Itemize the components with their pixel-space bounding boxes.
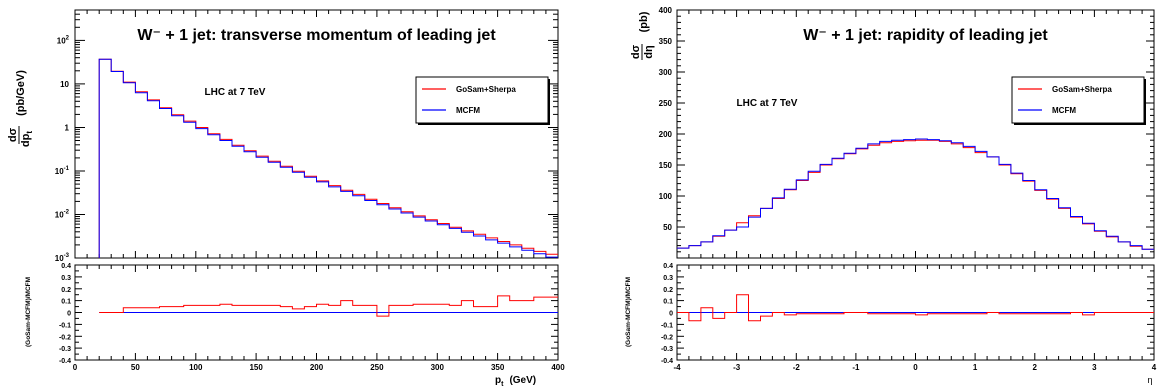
y-tick-label-exp: -1 bbox=[64, 166, 70, 172]
y-tick-label: 10 bbox=[60, 80, 69, 89]
y-tick-label: 10-1 bbox=[55, 166, 70, 176]
y-tick-label-exp: -3 bbox=[64, 253, 70, 259]
y-tick-label: 100 bbox=[659, 192, 673, 201]
legend: GoSam+Sherpa MCFM bbox=[1011, 76, 1146, 125]
ratio-y-tick-label: 0.1 bbox=[663, 299, 673, 306]
x-tick-label: 1 bbox=[973, 363, 978, 372]
x-tick-label: 400 bbox=[551, 363, 565, 372]
annotation-lhc: LHC at 7 TeV bbox=[737, 98, 798, 109]
y-axis-label-den: dpt bbox=[20, 131, 34, 147]
x-tick-label: -3 bbox=[733, 363, 741, 372]
y-tick-label: 102 bbox=[57, 35, 70, 45]
x-tick-label: 200 bbox=[310, 363, 324, 372]
x-axis-label-sub: t bbox=[501, 381, 504, 388]
legend-label: GoSam+Sherpa bbox=[456, 85, 516, 94]
x-tick-label: 3 bbox=[1092, 363, 1097, 372]
ratio-y-tick-label: 0.4 bbox=[61, 263, 71, 270]
ratio-y-axis-label: (GoSam-MCFM)/MCFM bbox=[625, 277, 632, 347]
series-line-mcfm bbox=[98, 58, 558, 258]
y-tick-label: 250 bbox=[659, 99, 673, 108]
ratio-y-tick-label: -0.2 bbox=[661, 334, 673, 341]
y-tick-label: 150 bbox=[659, 161, 673, 170]
ratio-y-tick-label: -0.2 bbox=[59, 334, 71, 341]
y-axis-label-unit: (pb/GeV) bbox=[15, 70, 27, 116]
y-tick-label: 350 bbox=[659, 37, 673, 46]
y-tick-label: 300 bbox=[659, 68, 673, 77]
x-tick-label: 250 bbox=[370, 363, 384, 372]
series-line-gosam-sherpa bbox=[677, 139, 1154, 250]
ratio-y-tick-label: 0.2 bbox=[663, 287, 673, 294]
y-axis-label-unit: (pb) bbox=[638, 11, 650, 32]
y-tick-label-base: 10 bbox=[55, 167, 64, 176]
annotation-lhc: LHC at 7 TeV bbox=[205, 87, 266, 98]
y-axis-label-num: dσ bbox=[7, 127, 19, 142]
x-tick-label: 2 bbox=[1033, 363, 1038, 372]
chart-title: W⁻ + 1 jet: transverse momentum of leadi… bbox=[137, 27, 496, 44]
chart-2: -4 -3 -2 -1 0 1 2 3 4 50 100 150 200 250 300 350 400 -0.4… bbox=[625, 6, 1157, 385]
legend-label: MCFM bbox=[1052, 106, 1076, 115]
y-tick-label: 200 bbox=[659, 130, 673, 139]
ratio-line-gosam-sherpa bbox=[677, 294, 1154, 322]
y-tick-label-exp: 2 bbox=[66, 35, 70, 41]
x-tick-label: 150 bbox=[249, 363, 263, 372]
ratio-line-gosam-sherpa bbox=[99, 295, 558, 317]
chart-title: W⁻ + 1 jet: rapidity of leading jet bbox=[803, 27, 1048, 44]
y-tick-label-base: 10 bbox=[60, 80, 69, 89]
main-plot-frame bbox=[74, 9, 559, 259]
x-axis-label: η bbox=[1147, 375, 1152, 385]
ratio-y-tick-label: -0.1 bbox=[59, 322, 71, 329]
y-axis-label-den-sub: t bbox=[25, 131, 34, 134]
y-tick-label: 50 bbox=[663, 223, 672, 232]
chart-1: 0 50 100 150 200 250 300 350 40010-310-210-11101… bbox=[7, 9, 565, 388]
ratio-y-tick-label: 0.4 bbox=[663, 263, 673, 270]
x-tick-label: -4 bbox=[673, 363, 681, 372]
ratio-y-axis-label: (GoSam-MCFM)/MCFM bbox=[25, 277, 32, 347]
ratio-y-tick-label: 0.3 bbox=[663, 275, 673, 282]
x-tick-label: 4 bbox=[1152, 363, 1157, 372]
ratio-y-tick-label: 0.1 bbox=[61, 299, 71, 306]
ratio-y-tick-label: 0.3 bbox=[61, 275, 71, 282]
x-tick-label: 0 bbox=[73, 363, 78, 372]
legend-label: GoSam+Sherpa bbox=[1052, 85, 1112, 94]
ratio-y-tick-label: 0 bbox=[67, 311, 71, 318]
y-tick-label: 1 bbox=[65, 123, 70, 132]
legend-label: MCFM bbox=[456, 106, 480, 115]
legend: GoSam+Sherpa MCFM bbox=[415, 76, 550, 125]
legend-box bbox=[415, 76, 549, 124]
ratio-y-tick-label: -0.1 bbox=[661, 322, 673, 329]
y-tick-label: 10-2 bbox=[55, 209, 70, 219]
x-axis-label-unit: (GeV) bbox=[509, 375, 536, 386]
y-axis-label-den-main: dp bbox=[20, 133, 32, 147]
y-tick-label: 10-3 bbox=[55, 253, 70, 263]
y-tick-label-exp: -2 bbox=[64, 209, 70, 215]
series-line-mcfm bbox=[677, 138, 1154, 250]
y-axis-label-den: dη bbox=[643, 45, 655, 59]
ratio-y-tick-label: -0.4 bbox=[59, 358, 71, 365]
x-tick-label: -1 bbox=[852, 363, 860, 372]
y-tick-label-base: 10 bbox=[55, 210, 64, 219]
ratio-y-tick-label: 0 bbox=[669, 311, 673, 318]
y-tick-label-base: 10 bbox=[55, 254, 64, 263]
x-tick-label: 300 bbox=[431, 363, 445, 372]
ratio-y-tick-label: -0.4 bbox=[661, 358, 673, 365]
x-axis-label-main: p bbox=[495, 375, 501, 386]
x-axis-label: pt (GeV) bbox=[495, 375, 536, 388]
ratio-y-tick-label: -0.3 bbox=[59, 346, 71, 353]
y-tick-label: 400 bbox=[659, 6, 673, 15]
ratio-y-tick-label: 0.2 bbox=[61, 287, 71, 294]
y-tick-label-base: 10 bbox=[57, 36, 66, 45]
ratio-y-tick-label: -0.3 bbox=[661, 346, 673, 353]
x-tick-label: 50 bbox=[131, 363, 140, 372]
x-tick-label: -2 bbox=[793, 363, 801, 372]
x-tick-label: 350 bbox=[491, 363, 505, 372]
x-tick-label: 0 bbox=[913, 363, 918, 372]
y-tick-label-base: 1 bbox=[65, 123, 70, 132]
y-axis-label-num: dσ bbox=[630, 44, 642, 59]
legend-box bbox=[1011, 76, 1145, 124]
x-tick-label: 100 bbox=[189, 363, 203, 372]
